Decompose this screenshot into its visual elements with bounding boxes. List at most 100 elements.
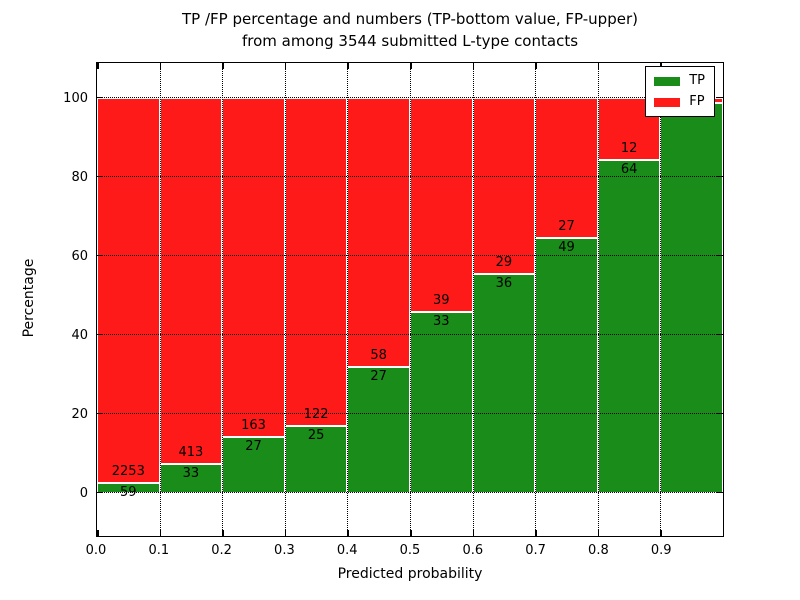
x-tick-bottom-0.8 (597, 530, 600, 536)
x-tick-bottom-0.3 (284, 530, 287, 536)
x-tick-label-0.9: 0.9 (650, 543, 672, 558)
x-tick-top-0.2 (222, 63, 224, 69)
y-tick-right-0 (717, 491, 723, 493)
x-tick-top-0.6 (472, 63, 475, 69)
bar-tp-segment-2 (222, 436, 285, 493)
y-tick-left-60 (97, 254, 103, 256)
bar-fp-count-label-5: 39 (433, 293, 450, 309)
y-tick-label-40: 40 (71, 328, 88, 343)
x-tick-bottom-0.9 (660, 530, 662, 536)
y-tick-right-40 (717, 333, 723, 335)
x-tick-bottom-0.7 (535, 530, 537, 536)
gridline-horizontal-60 (97, 255, 723, 256)
y-tick-label-80: 80 (71, 170, 88, 185)
x-tick-label-0.7: 0.7 (525, 543, 546, 558)
x-tick-bottom-0.6 (472, 530, 475, 536)
bar-fp-count-label-6: 29 (495, 255, 513, 271)
y-axis-label: Percentage (21, 258, 37, 338)
bar-tp-segment-8 (597, 160, 661, 493)
bar-fp-count-label-8: 12 (620, 141, 638, 157)
y-tick-left-100 (97, 96, 103, 98)
x-tick-label-0.0: 0.0 (85, 543, 107, 558)
bar-tp-segment-3 (284, 425, 348, 493)
bar-tp-count-label-8: 64 (620, 162, 638, 178)
y-tick-left-20 (97, 412, 103, 414)
legend-item-fp: FP (654, 95, 705, 109)
chart-title-line-1: TP /FP percentage and numbers (TP-bottom… (182, 10, 638, 28)
x-tick-top-0.1 (159, 63, 162, 69)
chart-title-line-2: from among 3544 submitted L-type contact… (241, 32, 579, 50)
x-tick-bottom-0.0 (97, 530, 99, 536)
bar-fp-segment-7 (535, 98, 598, 239)
x-tick-label-0.5: 0.5 (399, 543, 421, 558)
y-tick-label-0: 0 (79, 486, 88, 501)
legend-item-tp: TP (654, 74, 705, 88)
bar-tp-count-label-4: 27 (370, 369, 387, 385)
x-tick-top-0.4 (347, 63, 349, 69)
bar-fp-segment-2 (222, 98, 285, 437)
bar-tp-segment-9 (660, 103, 723, 493)
bar-fp-segment-4 (347, 98, 410, 368)
x-tick-label-0.2: 0.2 (211, 543, 232, 558)
x-axis-label: Predicted probability (337, 566, 483, 582)
x-tick-top-0.8 (597, 63, 600, 69)
bar-fp-segment-8 (597, 98, 661, 161)
x-tick-label-0.1: 0.1 (148, 543, 170, 558)
gridline-horizontal-20 (97, 413, 723, 414)
gridline-horizontal-100 (97, 97, 723, 98)
y-tick-label-100: 100 (63, 91, 88, 106)
legend-swatch-tp-icon (654, 76, 681, 86)
bar-fp-segment-1 (159, 98, 223, 464)
gridline-vertical-0.6 (472, 63, 474, 536)
x-tick-top-0.5 (410, 63, 412, 69)
legend: TP FP (645, 66, 715, 117)
bar-fp-segment-6 (472, 98, 536, 275)
y-tick-left-80 (97, 175, 103, 177)
bar-tp-segment-6 (472, 274, 536, 493)
y-tick-left-0 (97, 491, 103, 493)
x-tick-top-0.0 (97, 63, 99, 69)
bar-tp-segment-7 (535, 238, 598, 493)
x-tick-bottom-0.4 (347, 530, 349, 536)
x-tick-label-0.6: 0.6 (462, 543, 484, 558)
x-tick-label-0.3: 0.3 (274, 543, 295, 558)
bar-fp-count-label-4: 58 (370, 348, 387, 364)
gridline-vertical-0.3 (284, 63, 286, 536)
y-tick-right-20 (717, 412, 723, 414)
gridline-vertical-0.9 (660, 63, 662, 536)
bar-fp-segment-5 (410, 98, 473, 313)
plot-area: 2253 59 413 33 163 27 122 25 58 27 39 33 29 36 27 49 12 6… (96, 62, 724, 537)
x-tick-bottom-0.2 (222, 530, 224, 536)
bar-fp-count-label-7: 27 (558, 219, 575, 235)
y-tick-right-60 (717, 254, 723, 256)
x-tick-label-0.4: 0.4 (336, 543, 358, 558)
gridline-vertical-0.5 (410, 63, 411, 536)
bar-tp-count-label-6: 36 (495, 276, 513, 292)
bar-fp-segment-0 (97, 98, 160, 483)
bar-tp-count-label-1: 33 (182, 465, 200, 481)
y-tick-left-40 (97, 333, 103, 335)
bar-tp-count-label-2: 27 (245, 438, 262, 454)
y-tick-labels: 0 20 40 60 80 100 (38, 62, 88, 537)
gridline-vertical-0.7 (535, 63, 537, 536)
bar-tp-count-label-7: 49 (558, 240, 575, 256)
bar-tp-segment-4 (347, 367, 410, 493)
legend-label-fp: FP (689, 94, 705, 109)
y-tick-label-60: 60 (71, 249, 88, 264)
x-tick-top-0.3 (284, 63, 287, 69)
bar-tp-segment-5 (410, 312, 473, 493)
gridline-vertical-0.2 (222, 63, 224, 536)
x-tick-bottom-0.5 (410, 530, 412, 536)
bar-fp-count-label-0: 2253 (111, 463, 145, 479)
bars-region: 2253 59 413 33 163 27 122 25 58 27 39 33 29 36 27 49 12 6… (97, 98, 723, 499)
gridline-vertical-0.4 (347, 63, 349, 536)
y-tick-right-100 (717, 96, 723, 98)
x-tick-label-0.8: 0.8 (588, 543, 609, 558)
bar-fp-segment-3 (284, 98, 348, 426)
bar-fp-count-label-3: 122 (303, 406, 329, 422)
legend-swatch-fp-icon (654, 97, 681, 107)
y-tick-right-80 (717, 175, 723, 177)
legend-label-tp: TP (689, 73, 705, 88)
gridline-vertical-0.1 (159, 63, 161, 536)
